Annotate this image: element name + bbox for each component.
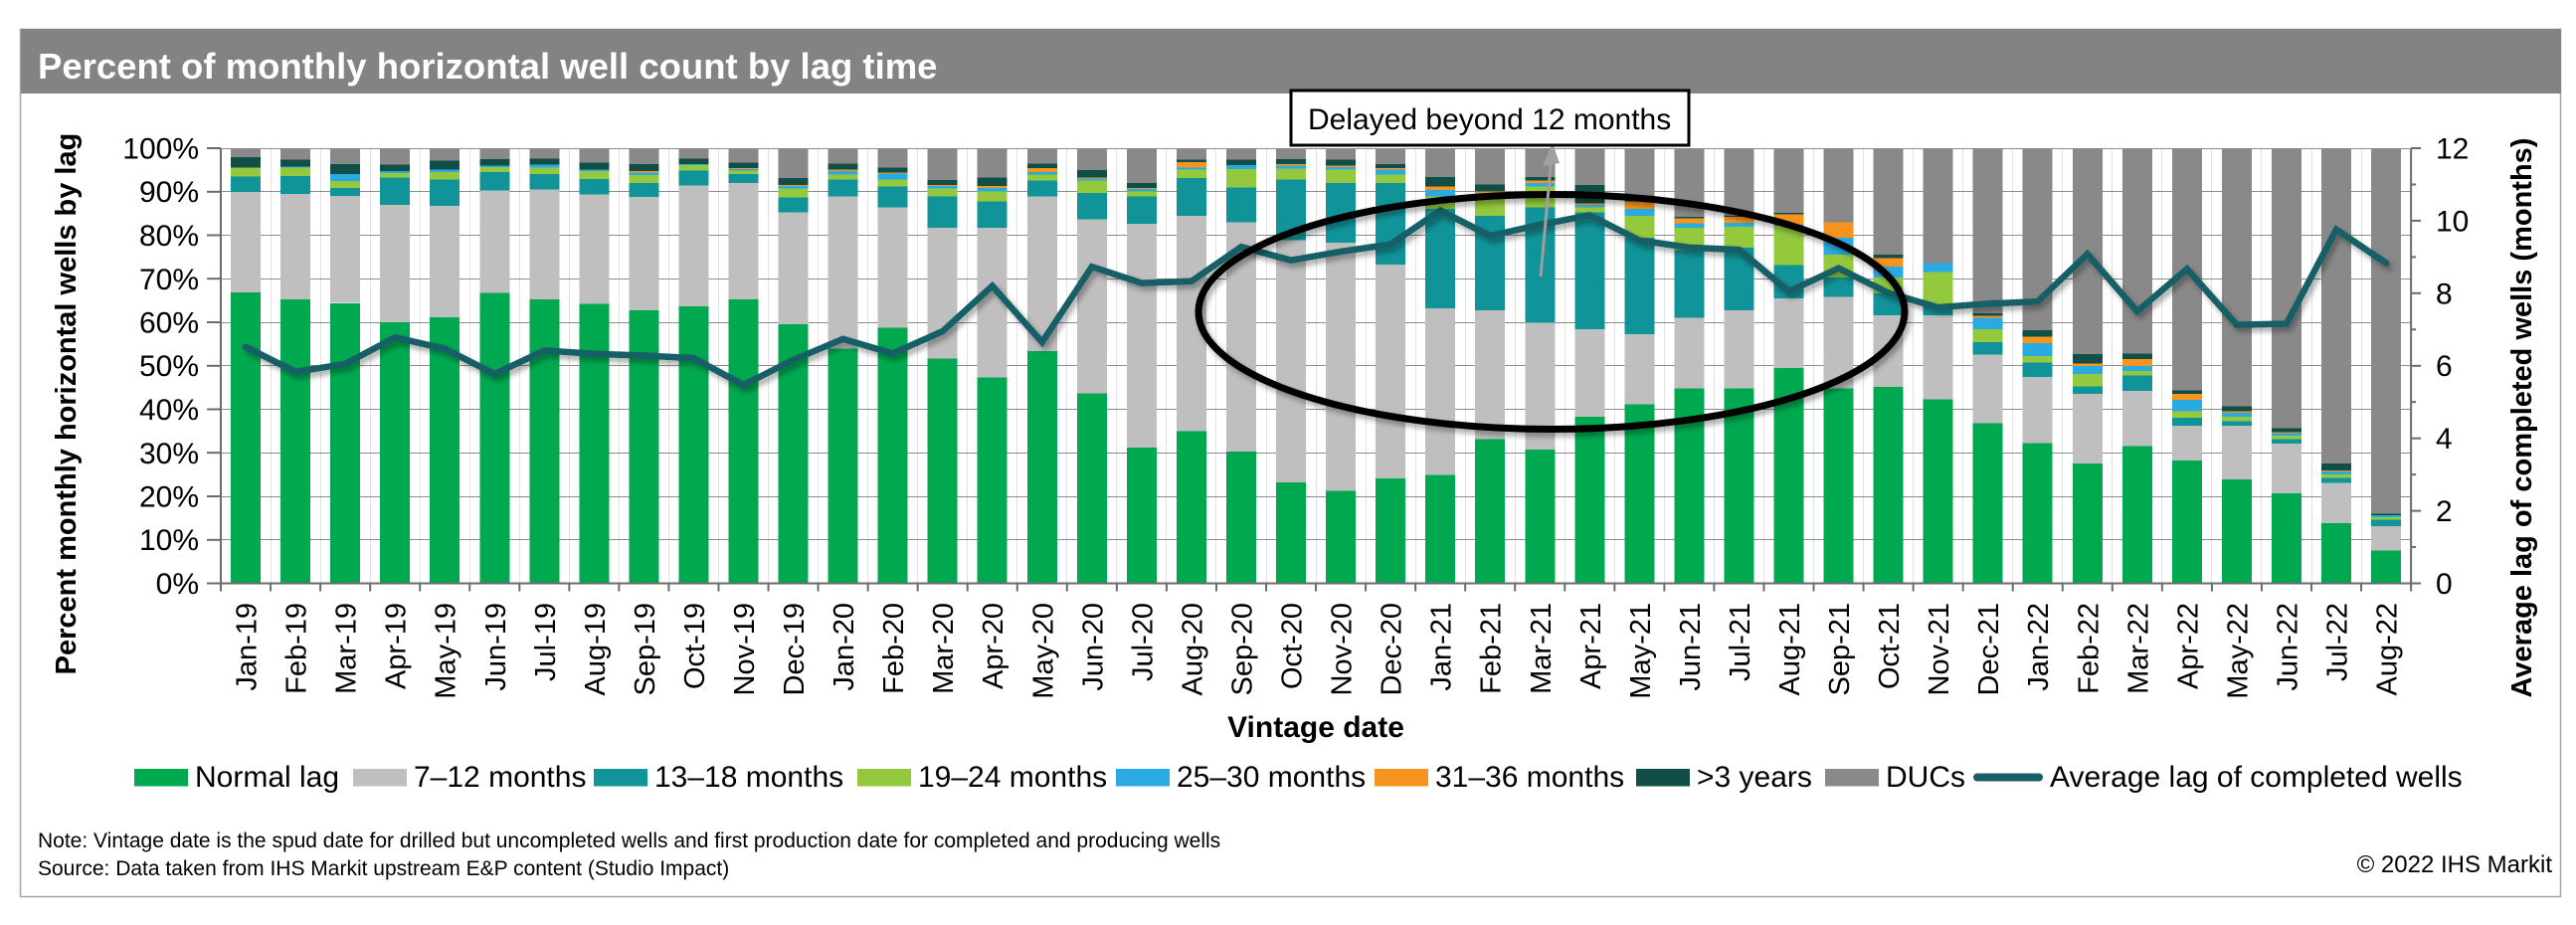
svg-text:Jun-22: Jun-22 [2273, 603, 2304, 691]
svg-text:DUCs: DUCs [1886, 761, 1965, 794]
svg-text:Apr-19: Apr-19 [381, 603, 413, 689]
svg-text:© 2022 IHS Markit: © 2022 IHS Markit [2357, 851, 2553, 878]
svg-text:Mar-20: Mar-20 [928, 603, 960, 694]
svg-text:Jan-22: Jan-22 [2023, 603, 2055, 691]
svg-text:Vintage date: Vintage date [1227, 711, 1404, 744]
svg-text:Average lag of completed wells: Average lag of completed wells (months) [2506, 138, 2538, 698]
svg-text:Nov-19: Nov-19 [729, 603, 761, 696]
svg-text:Jan-20: Jan-20 [828, 603, 860, 691]
svg-text:13–18 months: 13–18 months [654, 761, 843, 794]
svg-text:0%: 0% [156, 568, 199, 601]
svg-text:Percent monthly horizontal wel: Percent monthly horizontal wells by lag [51, 133, 83, 675]
svg-text:May-22: May-22 [2222, 603, 2254, 699]
svg-text:12: 12 [2436, 133, 2469, 166]
svg-text:50%: 50% [139, 350, 199, 383]
svg-text:30%: 30% [139, 438, 199, 470]
svg-text:Feb-21: Feb-21 [1476, 603, 1508, 694]
svg-text:6: 6 [2436, 350, 2453, 383]
svg-text:Oct-19: Oct-19 [679, 603, 711, 689]
svg-text:10: 10 [2436, 205, 2469, 238]
svg-text:Aug-22: Aug-22 [2372, 603, 2404, 696]
svg-text:Jun-19: Jun-19 [480, 603, 512, 691]
svg-text:Nov-21: Nov-21 [1924, 603, 1955, 696]
svg-text:Average lag of completed wells: Average lag of completed wells [2050, 761, 2463, 794]
svg-text:60%: 60% [139, 307, 199, 340]
svg-text:100%: 100% [122, 133, 199, 166]
svg-text:Oct-21: Oct-21 [1874, 603, 1906, 689]
svg-text:7–12 months: 7–12 months [414, 761, 586, 794]
svg-text:10%: 10% [139, 524, 199, 557]
svg-text:May-21: May-21 [1625, 603, 1657, 699]
svg-text:Dec-19: Dec-19 [779, 603, 811, 696]
svg-text:Percent of monthly horizontal: Percent of monthly horizontal well count… [38, 46, 937, 87]
svg-text:May-20: May-20 [1027, 603, 1059, 699]
svg-text:Dec-21: Dec-21 [1973, 603, 2005, 696]
svg-text:40%: 40% [139, 394, 199, 427]
svg-text:Source: Data taken from IHS Ma: Source: Data taken from IHS Markit upstr… [38, 857, 729, 880]
svg-text:Jun-21: Jun-21 [1675, 603, 1707, 691]
svg-text:Jul-21: Jul-21 [1725, 603, 1756, 681]
svg-text:Mar-19: Mar-19 [331, 603, 363, 694]
svg-text:Note: Vintage date is the spud: Note: Vintage date is the spud date for … [38, 830, 1220, 852]
svg-text:Feb-19: Feb-19 [281, 603, 313, 694]
svg-text:90%: 90% [139, 176, 199, 209]
svg-text:Jun-20: Jun-20 [1077, 603, 1109, 691]
svg-text:2: 2 [2436, 495, 2453, 528]
svg-text:Delayed beyond 12 months: Delayed beyond 12 months [1308, 103, 1671, 136]
svg-text:Mar-21: Mar-21 [1526, 603, 1558, 694]
svg-text:70%: 70% [139, 264, 199, 296]
svg-text:20%: 20% [139, 481, 199, 514]
svg-text:Normal lag: Normal lag [195, 761, 339, 794]
svg-text:Sep-21: Sep-21 [1824, 603, 1856, 696]
svg-text:19–24 months: 19–24 months [918, 761, 1107, 794]
svg-text:Sep-19: Sep-19 [630, 603, 661, 696]
svg-text:Nov-20: Nov-20 [1327, 603, 1359, 696]
svg-text:Feb-20: Feb-20 [878, 603, 910, 694]
svg-text:Aug-21: Aug-21 [1774, 603, 1806, 696]
svg-text:May-19: May-19 [431, 603, 462, 699]
svg-text:Aug-19: Aug-19 [580, 603, 612, 696]
svg-text:31–36 months: 31–36 months [1435, 761, 1624, 794]
svg-text:Jul-22: Jul-22 [2322, 603, 2354, 681]
svg-text:Oct-20: Oct-20 [1277, 603, 1309, 689]
svg-text:Feb-22: Feb-22 [2073, 603, 2105, 694]
svg-text:Aug-20: Aug-20 [1177, 603, 1208, 696]
svg-text:Jan-19: Jan-19 [232, 603, 264, 691]
svg-text:Apr-22: Apr-22 [2172, 603, 2204, 689]
svg-text:Jan-21: Jan-21 [1426, 603, 1458, 691]
svg-text:4: 4 [2436, 423, 2453, 456]
svg-text:80%: 80% [139, 220, 199, 253]
svg-text:Sep-20: Sep-20 [1227, 603, 1259, 696]
svg-text:25–30 months: 25–30 months [1177, 761, 1366, 794]
svg-text:Mar-22: Mar-22 [2122, 603, 2154, 694]
svg-text:Apr-20: Apr-20 [978, 603, 1010, 689]
svg-text:>3 years: >3 years [1697, 761, 1812, 794]
svg-text:8: 8 [2436, 278, 2453, 310]
svg-text:Jul-19: Jul-19 [530, 603, 562, 681]
svg-text:0: 0 [2436, 568, 2453, 601]
svg-text:Dec-20: Dec-20 [1377, 603, 1408, 696]
svg-text:Jul-20: Jul-20 [1127, 603, 1159, 681]
svg-text:Apr-21: Apr-21 [1575, 603, 1607, 689]
